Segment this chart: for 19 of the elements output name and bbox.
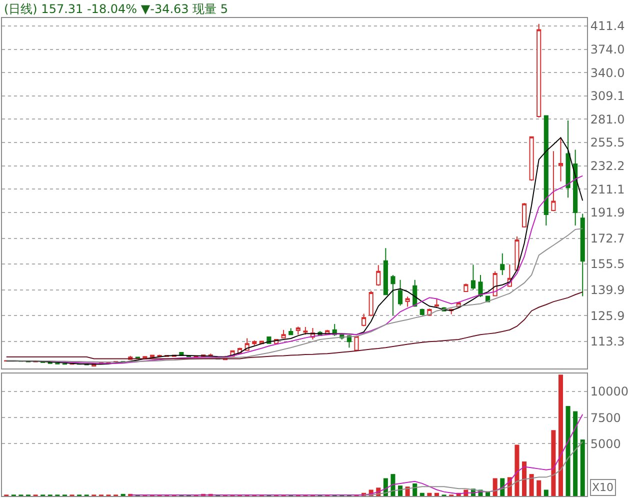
y-tick-label: 113.3 bbox=[590, 334, 625, 349]
y-tick-label: 10000 bbox=[590, 384, 629, 399]
y-tick-label: 374.0 bbox=[590, 42, 625, 56]
y-tick-label: 155.5 bbox=[590, 257, 625, 272]
y-tick-label: 281.0 bbox=[590, 112, 625, 126]
y-tick-label: 7500 bbox=[590, 410, 621, 425]
y-tick-label: 5000 bbox=[590, 436, 621, 451]
y-tick-label: 232.2 bbox=[590, 159, 625, 174]
y-tick-label: 191.9 bbox=[590, 206, 625, 220]
y-tick-label: 172.7 bbox=[590, 232, 625, 246]
y-tick-label: 125.9 bbox=[590, 308, 625, 323]
chart-title: (日线) 157.31 -18.04% ▼-34.63 现量 5 bbox=[4, 2, 228, 16]
text: X10 bbox=[592, 481, 614, 494]
y-tick-label: 139.9 bbox=[590, 283, 625, 298]
y-tick-label: 255.5 bbox=[590, 136, 625, 150]
y-tick-label: 411.4 bbox=[590, 19, 625, 34]
y-tick-label: 211.1 bbox=[590, 182, 625, 196]
y-tick-label: 309.1 bbox=[590, 89, 625, 104]
y-tick-label: 340.0 bbox=[590, 66, 625, 80]
